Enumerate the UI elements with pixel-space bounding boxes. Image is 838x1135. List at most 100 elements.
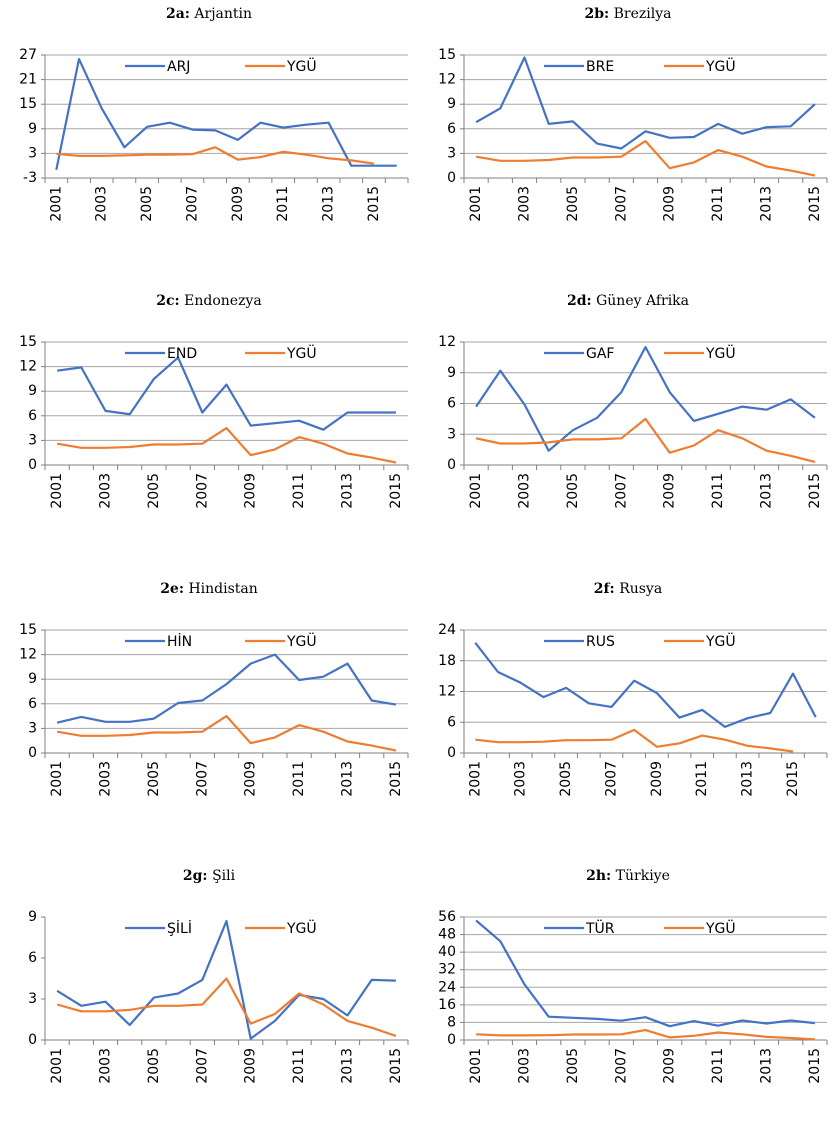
y-tick-label: 24: [438, 622, 456, 638]
x-tick-label: 2015: [388, 473, 404, 509]
panel-name: Şili: [212, 868, 236, 884]
x-tick-label: 2007: [613, 473, 629, 509]
series-line: [56, 653, 397, 724]
x-tick-label: 2005: [565, 186, 581, 222]
x-tick-label: 2001: [468, 1048, 484, 1084]
y-tick-label: -3: [23, 170, 37, 186]
y-tick-label: 12: [438, 334, 456, 350]
chart-panel: 2f: Rusya 0 6 12 18 24 2001 2003 2005 2007 2009 201…: [438, 581, 828, 797]
x-tick-label: 2009: [649, 761, 665, 797]
panel-name: Arjantin: [193, 6, 252, 22]
panel-name: Endonezya: [184, 293, 262, 309]
series-line: [475, 919, 816, 1028]
legend-label: YGÜ: [705, 632, 736, 650]
series-line: [55, 58, 397, 171]
y-tick-label: 56: [438, 909, 456, 925]
x-tick-label: 2003: [98, 473, 114, 509]
panel-label: 2g:: [183, 868, 208, 884]
y-tick-label: 6: [28, 950, 37, 966]
x-tick-label: 2013: [759, 473, 775, 509]
x-tick-label: 2011: [694, 761, 710, 797]
x-tick-label: 2003: [513, 761, 529, 797]
x-tick-label: 2001: [49, 761, 65, 797]
chart-panel: 2a: Arjantin -3 3 9 15 21 27 2001 2003 2005 2007 20…: [19, 6, 409, 222]
legend-label: YGÜ: [705, 344, 736, 362]
x-tick-label: 2011: [710, 186, 726, 222]
panel-label: 2a:: [166, 6, 190, 22]
x-tick-label: 2013: [340, 761, 356, 797]
panel-name: Hindistan: [188, 581, 257, 597]
y-tick-label: 6: [447, 396, 456, 412]
y-tick-label: 12: [438, 72, 456, 88]
x-tick-label: 2001: [468, 186, 484, 222]
y-tick-label: 9: [28, 909, 37, 925]
x-tick-label: 2011: [710, 1048, 726, 1084]
chart-panel: 2c: Endonezya 0 3 6 9 12 15 2001 2003 2005 2007 200…: [19, 293, 409, 509]
x-tick-label: 2009: [662, 186, 678, 222]
x-tick-label: 2013: [759, 1048, 775, 1084]
panel-label: 2d:: [567, 293, 592, 309]
x-tick-label: 2007: [184, 186, 200, 222]
y-tick-label: 6: [447, 714, 456, 730]
x-tick-label: 2013: [321, 186, 337, 222]
y-tick-label: 48: [438, 927, 456, 943]
legend-label: ŞİLİ: [167, 919, 192, 937]
x-tick-label: 2005: [565, 473, 581, 509]
y-tick-label: 3: [28, 145, 37, 161]
x-tick-label: 2009: [243, 473, 259, 509]
panel-name: Güney Afrika: [596, 293, 689, 309]
series-line: [475, 346, 816, 452]
x-tick-label: 2011: [275, 186, 291, 222]
x-tick-label: 2015: [366, 186, 382, 222]
panel-title: 2e: Hindistan: [160, 581, 258, 597]
panel-title: 2h: Türkiye: [586, 868, 670, 884]
x-tick-label: 2015: [807, 1048, 823, 1084]
x-tick-label: 2003: [94, 186, 110, 222]
x-tick-label: 2009: [243, 761, 259, 797]
series-line: [56, 715, 397, 752]
x-tick-label: 2003: [517, 473, 533, 509]
panel-label: 2c:: [156, 293, 179, 309]
series-line: [56, 146, 375, 165]
y-tick-label: 9: [28, 671, 37, 687]
y-tick-label: 3: [28, 432, 37, 448]
x-tick-label: 2007: [194, 761, 210, 797]
panel-name: Brezilya: [614, 6, 672, 22]
y-tick-label: 12: [438, 684, 456, 700]
y-tick-label: 0: [447, 457, 456, 473]
x-tick-label: 2001: [49, 473, 65, 509]
x-tick-label: 2015: [785, 761, 801, 797]
series-line: [474, 642, 817, 728]
x-tick-label: 2015: [807, 473, 823, 509]
y-tick-label: 9: [447, 96, 456, 112]
panel-title: 2c: Endonezya: [156, 293, 261, 309]
y-tick-label: 9: [28, 383, 37, 399]
y-tick-label: 12: [19, 647, 37, 663]
panel-title: 2d: Güney Afrika: [567, 293, 689, 309]
x-tick-label: 2009: [662, 1048, 678, 1084]
x-tick-label: 2005: [146, 473, 162, 509]
legend-label: TÜR: [585, 919, 615, 937]
y-tick-label: 24: [438, 979, 456, 995]
legend-label: BRE: [586, 59, 614, 75]
x-tick-label: 2003: [98, 761, 114, 797]
x-tick-label: 2011: [710, 473, 726, 509]
x-tick-label: 2007: [194, 473, 210, 509]
y-tick-label: 6: [447, 121, 456, 137]
y-tick-label: 9: [28, 121, 37, 137]
panel-name: Türkiye: [616, 868, 670, 884]
y-tick-label: 27: [19, 47, 37, 63]
x-tick-label: 2005: [139, 186, 155, 222]
x-tick-label: 2009: [662, 473, 678, 509]
y-tick-label: 3: [28, 720, 37, 736]
y-tick-label: 21: [19, 72, 37, 88]
x-tick-label: 2013: [340, 473, 356, 509]
y-tick-label: 18: [438, 653, 456, 669]
legend-label: YGÜ: [286, 632, 317, 650]
y-tick-label: 8: [447, 1014, 456, 1030]
legend-label: YGÜ: [286, 344, 317, 362]
x-tick-label: 2001: [49, 1048, 65, 1084]
series-line: [475, 728, 794, 753]
chart-panel: 2d: Güney Afrika 0 3 6 9 12 2001 2003 2005 2007 20…: [438, 293, 828, 509]
